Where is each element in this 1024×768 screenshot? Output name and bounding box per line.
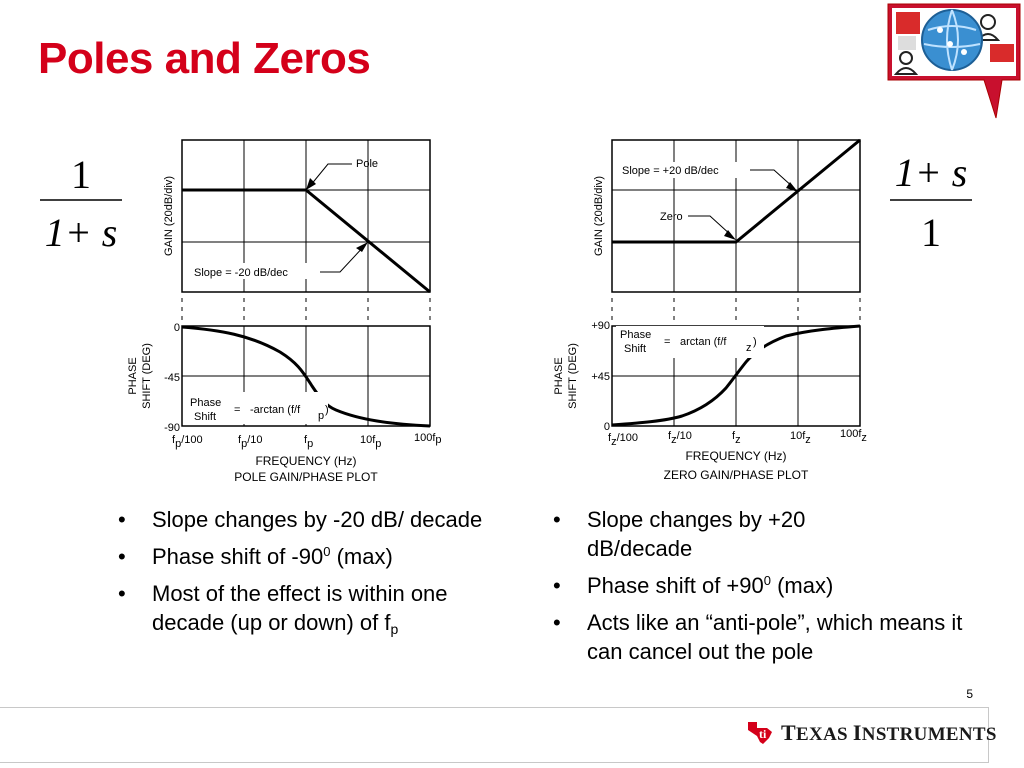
zero-slope-label: Slope = +20 dB/dec [622,165,719,177]
pole-phase-axis-label-1: PHASE [127,357,139,394]
pole-xlabel: FREQUENCY (Hz) [255,454,356,468]
pole-x-ticks: fp/100 fp/10 fp 10fp 100fp [172,432,442,450]
pole-phase-formula-close: ) [325,404,329,416]
zero-phase-formula-line1: Phase [620,329,651,341]
slope-arrowhead [356,242,368,252]
pole-numerator: 1 [71,152,91,197]
zero-bullet-list: Slope changes by +20 dB/decade Phase shi… [545,505,965,674]
zero-phase-axis-label-1: PHASE [553,357,565,394]
zero-phase-tick-90: +90 [591,320,610,332]
x-tick: fp/10 [238,434,262,450]
texas-instruments-logo: ti TEXAS INSTRUMENTS [745,718,997,748]
footer-bar [0,707,989,763]
pole-phase-formula-sub: p [318,410,324,422]
x-tick: 10fz [790,430,811,446]
zero-arrowhead [724,230,736,240]
x-tick: 100fz [840,428,867,444]
x-tick: fp [304,434,313,450]
zero-phase-formula-close: ) [753,336,757,348]
slope-arrowhead [786,182,798,192]
pole-caption: POLE GAIN/PHASE PLOT [234,470,378,484]
bullet-item: Acts like an “anti-pole”, which means it… [545,608,965,666]
zero-transfer-function: 1+ s 1 [886,146,976,261]
pole-phase-tick-90: -90 [164,422,180,434]
svg-text:ti: ti [759,727,767,741]
bullet-item: Phase shift of +900 (max) [545,571,965,600]
pole-phase-formula-eq: = [234,404,240,416]
zero-phase-formula-rhs: arctan (f/f [680,336,727,348]
zero-denominator: 1 [921,210,941,255]
pole-phase-formula-line1: Phase [190,397,221,409]
pole-phase-tick-0: 0 [174,322,180,334]
zero-plot: GAIN (20dB/div) Slope = +20 dB/dec Zero … [550,130,890,495]
texas-state-icon: ti [748,722,772,744]
x-tick: 10fp [360,434,381,450]
zero-phase-formula-eq: = [664,336,670,348]
zero-phase-axis-label-2: SHIFT (DEG) [567,343,579,409]
zero-xlabel: FREQUENCY (Hz) [685,449,786,463]
x-tick: fz/10 [668,430,692,446]
pole-phase-formula-rhs: -arctan (f/f [250,404,301,416]
pole-phase-formula-line2: Shift [194,411,216,423]
zero-label: Zero [660,211,683,223]
zero-caption: ZERO GAIN/PHASE PLOT [664,468,809,482]
pole-transfer-function: 1 1+ s [36,148,126,263]
zero-gain-axis-label: GAIN (20dB/div) [593,176,605,256]
pole-plot: GAIN (20dB/div) Pole Slope = -20 dB/dec … [120,130,460,495]
zero-phase-formula-sub: z [746,342,752,354]
zero-phase-curve [611,324,861,427]
x-tick: fp/100 [172,434,203,450]
zero-x-ticks: fz/100 fz/10 fz 10fz 100fz [608,428,867,448]
pole-denominator: 1+ s [45,210,118,255]
pole-leader [309,163,352,187]
page-number: 5 [966,687,973,701]
zero-phase-tick-0: 0 [604,421,610,433]
zero-phase-tick-45: +45 [591,371,610,383]
zero-tick-connectors [611,298,861,320]
brand-logo [884,0,1024,125]
slide-title: Poles and Zeros [38,34,371,83]
x-tick: fz/100 [608,432,638,448]
zero-phase-formula-line2: Shift [624,343,646,355]
pole-phase-curve [181,325,431,428]
x-tick: 100fp [414,432,442,446]
bullet-item: Most of the effect is within one decade … [110,579,510,637]
pole-phase-tick-45: -45 [164,372,180,384]
pole-bullet-list: Slope changes by -20 dB/ decade Phase sh… [110,505,510,645]
pole-tick-connectors [181,298,431,320]
slope-leader [750,169,795,189]
bullet-item: Slope changes by +20 dB/decade [545,505,837,563]
zero-numerator: 1+ s [895,150,968,195]
pole-label: Pole [356,158,378,170]
zero-gain-curve [612,138,861,244]
pole-gain-axis-label: GAIN (20dB/div) [163,176,175,256]
slope-leader [320,243,367,273]
x-tick: fz [732,430,741,446]
zero-leader [688,215,733,237]
pole-phase-axis-label-2: SHIFT (DEG) [141,343,153,409]
pole-slope-label: Slope = -20 dB/dec [194,267,288,279]
bullet-item: Slope changes by -20 dB/ decade [110,505,510,534]
brand-wordmark: TEXAS INSTRUMENTS [781,720,997,745]
pole-arrowhead [306,178,316,190]
bullet-item: Phase shift of -900 (max) [110,542,510,571]
